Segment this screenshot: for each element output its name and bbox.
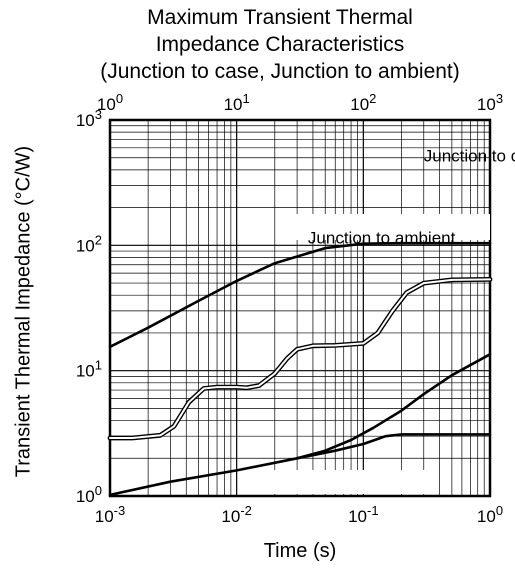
- top-x-tick-label: 101: [224, 91, 250, 114]
- annotation-mask: [266, 470, 436, 494]
- x-axis-label: Time (s): [263, 540, 337, 562]
- x-tick-label: 100: [477, 503, 503, 526]
- y-tick-label: 102: [76, 232, 102, 255]
- series-line-outer: [107, 276, 493, 441]
- annotation-mask: [294, 214, 490, 240]
- chart-title-line-2: Impedance Characteristics: [155, 33, 405, 56]
- series-line: [295, 352, 492, 460]
- top-x-tick-label: 100: [97, 91, 123, 114]
- series-line-inner: [109, 278, 491, 439]
- annotation-junction-to-case: Junction to case: [424, 146, 515, 165]
- series-line: [108, 241, 492, 349]
- x-tick-label: 10-2: [221, 503, 251, 526]
- y-tick-label: 100: [76, 483, 102, 506]
- top-x-tick-label: 103: [477, 91, 503, 114]
- series-line: [108, 433, 492, 497]
- annotation-junction-to-ambient: Junction to ambient: [308, 229, 456, 248]
- plot-frame: [108, 118, 492, 498]
- chart-title-line-1: Maximum Transient Thermal: [147, 6, 413, 29]
- x-tick-label: 10-3: [95, 503, 125, 526]
- top-x-tick-label: 102: [350, 91, 376, 114]
- y-tick-label: 103: [76, 107, 102, 130]
- y-tick-label: 101: [76, 358, 102, 381]
- x-tick-label: 10-1: [348, 503, 378, 526]
- chart-title-line-3: (Junction to case, Junction to ambient): [100, 60, 460, 83]
